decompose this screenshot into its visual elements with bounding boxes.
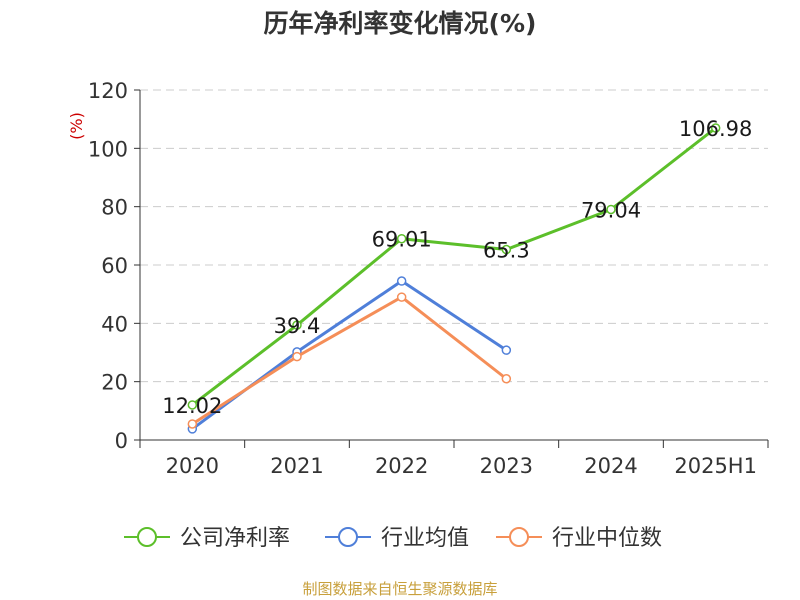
series-line (191, 295, 508, 426)
legend-label: 行业中位数 (552, 526, 662, 551)
series-line (191, 126, 717, 407)
chart-title: 历年净利率变化情况(%) (263, 9, 537, 38)
data-point (501, 345, 512, 355)
x-tick-label: 2024 (584, 454, 637, 478)
data-point (187, 419, 198, 429)
y-tick-label: 120 (88, 79, 128, 103)
y-axis-label: (%) (67, 112, 86, 140)
data-point (501, 244, 512, 255)
data-point (187, 400, 198, 410)
data-point (396, 292, 407, 302)
data-label: 65.3 (483, 239, 530, 263)
data-point (710, 123, 721, 133)
x-tick-label: 2023 (480, 454, 533, 478)
x-tick-label: 2021 (270, 454, 323, 478)
data-label: 12.02 (162, 394, 222, 418)
legend-label: 公司净利率 (180, 526, 290, 551)
y-tick-label: 100 (88, 137, 128, 161)
data-point (396, 276, 407, 286)
x-tick-label: 2020 (166, 454, 219, 478)
legend-marker (338, 527, 358, 547)
y-tick-label: 40 (101, 312, 128, 336)
y-tick-label: 60 (101, 254, 128, 278)
data-label: 106.98 (679, 117, 752, 141)
data-label: 79.04 (581, 198, 641, 222)
legend-marker (509, 527, 529, 547)
data-point (292, 320, 302, 330)
legend-label: 行业均值 (381, 526, 469, 551)
x-tick-label: 2022 (375, 454, 428, 478)
source-note: 制图数据来自恒生聚源数据库 (302, 580, 498, 598)
legend-marker (137, 527, 157, 547)
y-tick-label: 20 (101, 371, 128, 395)
x-tick-label: 2025H1 (674, 454, 757, 478)
data-point (292, 351, 302, 362)
data-label: 39.4 (274, 314, 321, 338)
data-point (606, 204, 616, 215)
data-label: 69.01 (372, 228, 432, 252)
y-tick-label: 0 (115, 429, 128, 453)
data-point (396, 233, 407, 244)
y-tick-label: 80 (101, 196, 128, 220)
data-point (501, 374, 512, 384)
series-line (191, 279, 508, 431)
